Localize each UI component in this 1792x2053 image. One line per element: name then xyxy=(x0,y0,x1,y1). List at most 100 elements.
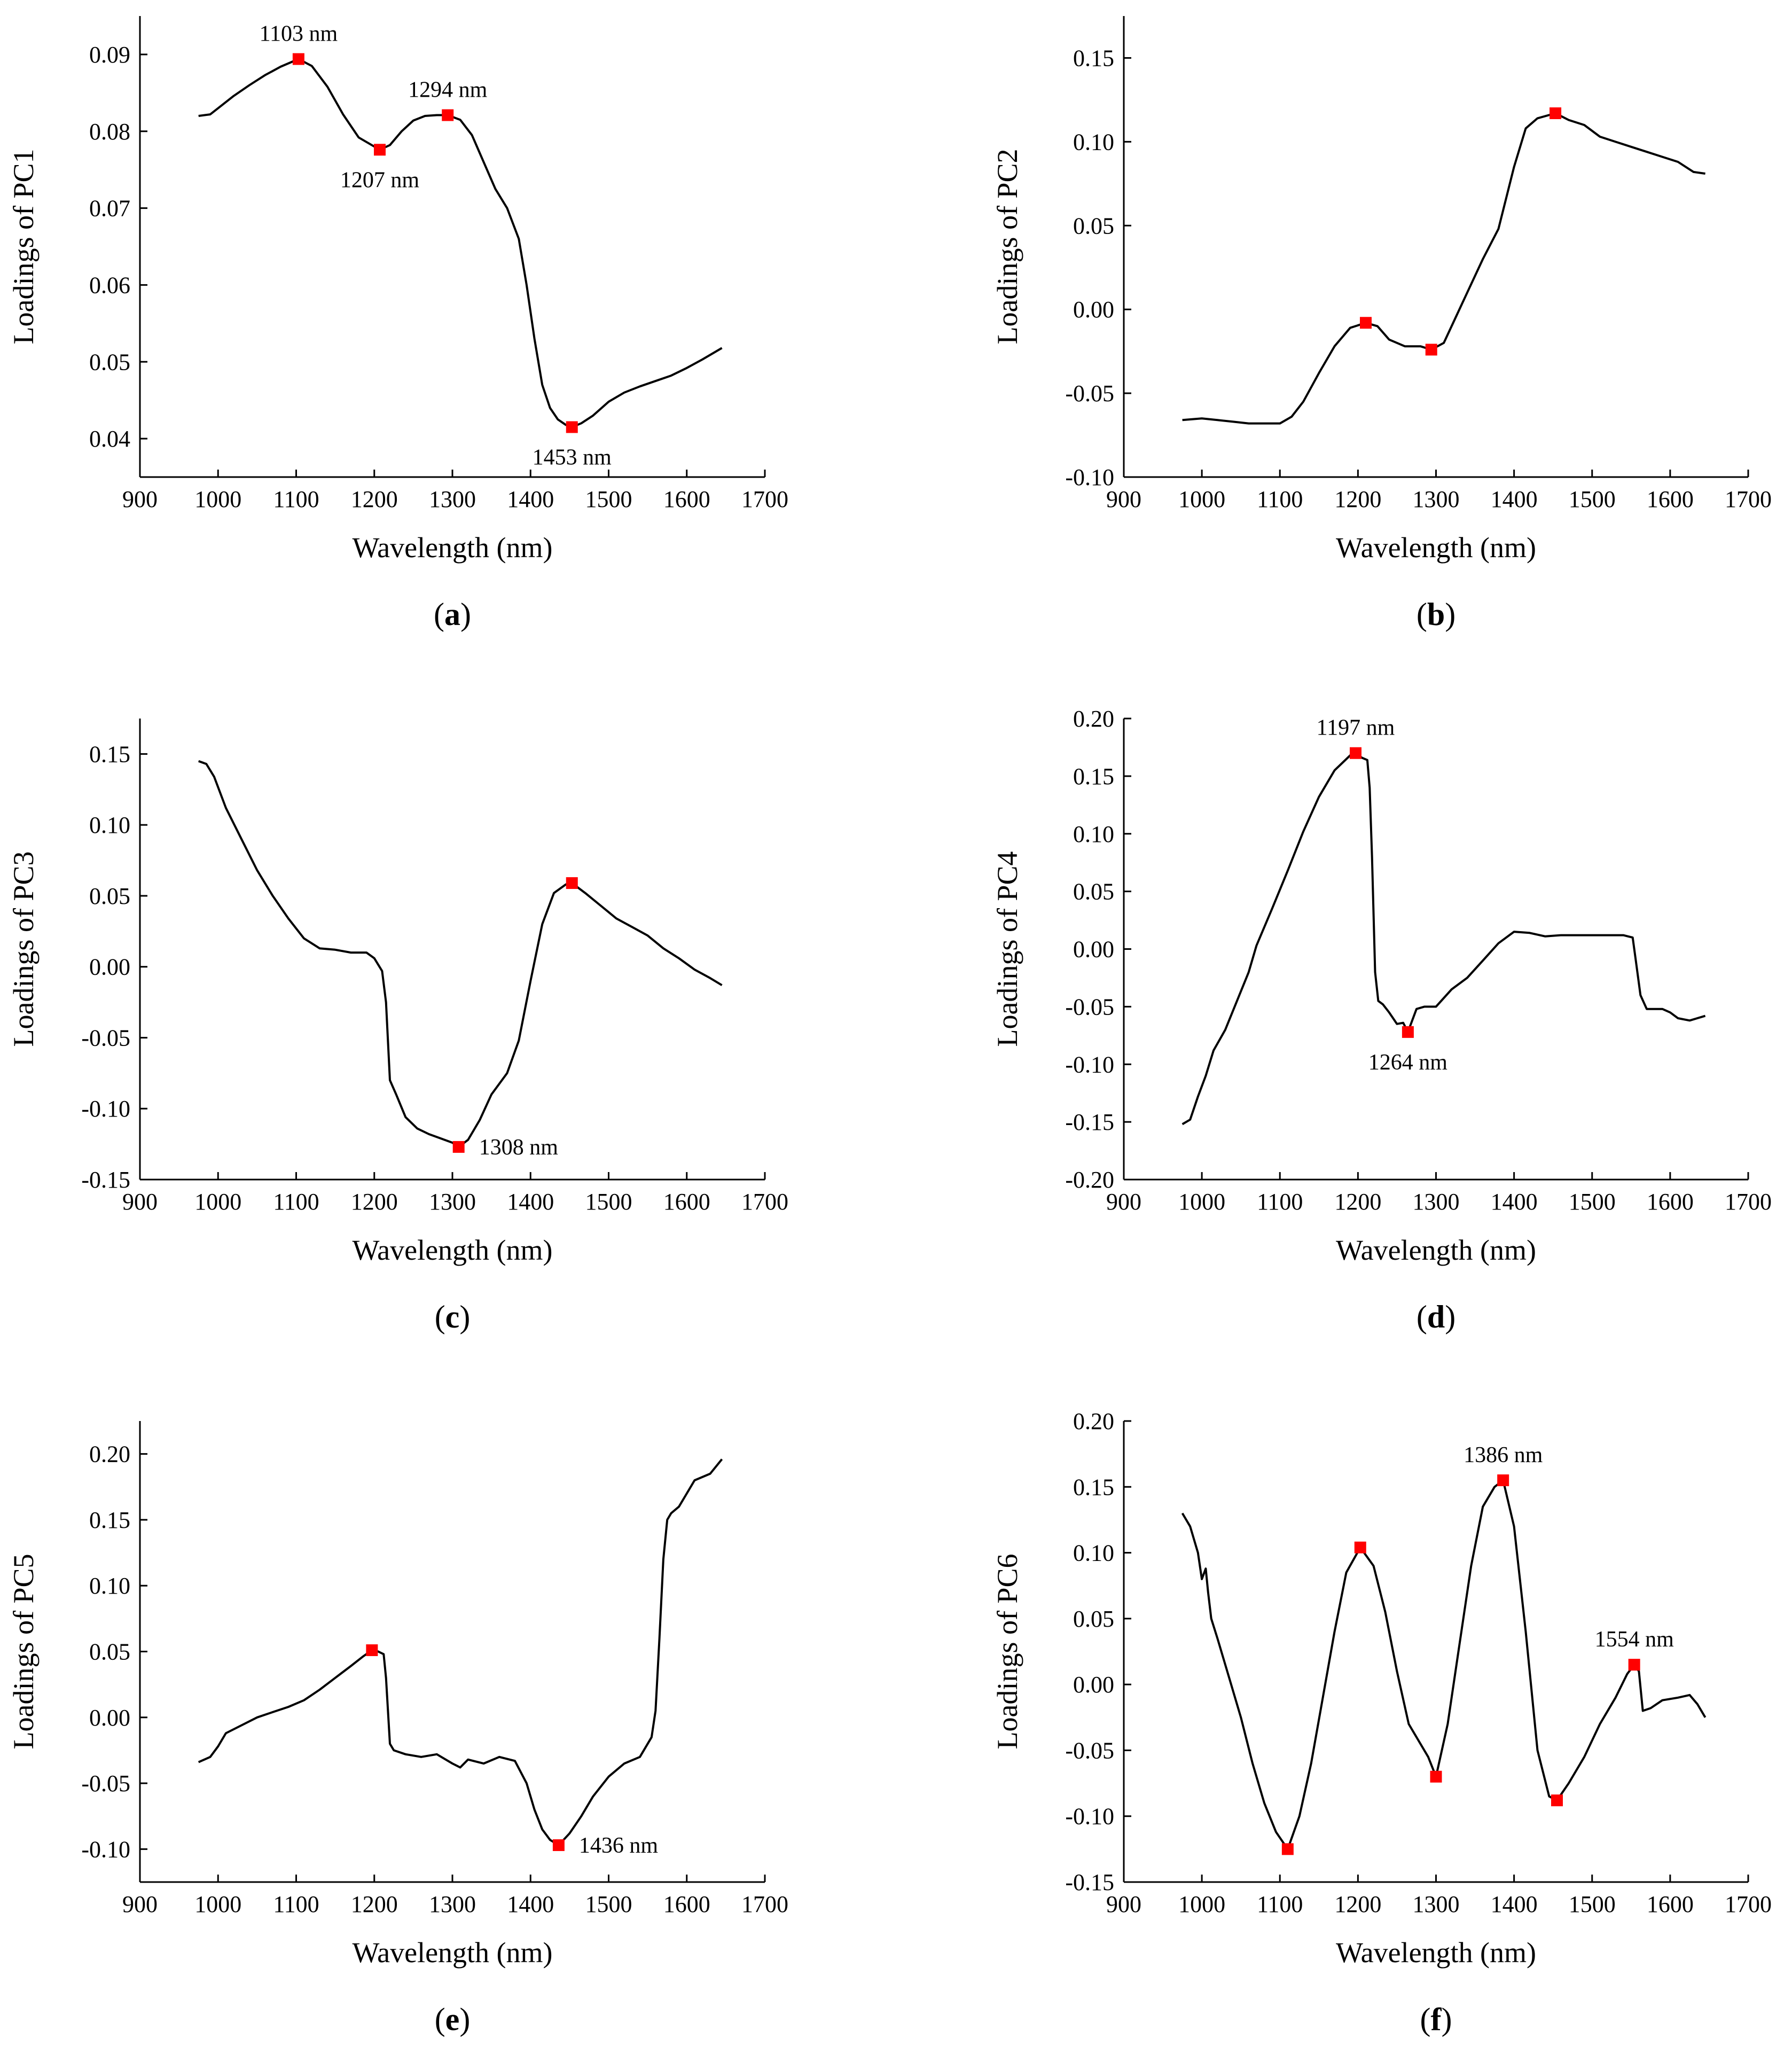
x-tick-label: 1700 xyxy=(741,1189,788,1215)
series-line-pc5 xyxy=(198,1458,723,1846)
x-axis-title: Wavelength (nm) xyxy=(352,532,552,564)
y-tick-label: -0.15 xyxy=(1065,1869,1114,1895)
x-tick-label: 1500 xyxy=(585,486,632,512)
y-tick-label: 0.20 xyxy=(89,1441,130,1467)
panel-label: (b) xyxy=(1417,597,1455,632)
x-tick-label: 1000 xyxy=(1178,1189,1225,1215)
y-tick-label: 0.07 xyxy=(89,196,130,222)
y-tick-label: -0.05 xyxy=(1065,380,1114,407)
peak-marker xyxy=(373,144,386,156)
peak-marker xyxy=(442,109,454,121)
y-axis-title: Loadings of PC2 xyxy=(991,149,1023,344)
panel-label: (c) xyxy=(435,1299,471,1334)
peak-marker xyxy=(1359,317,1372,329)
y-tick-label: 0.00 xyxy=(89,1705,130,1731)
x-tick-label: 1400 xyxy=(507,1189,554,1215)
peak-marker xyxy=(452,1141,465,1153)
y-tick-label: -0.15 xyxy=(1065,1109,1114,1135)
x-tick-label: 1600 xyxy=(663,1189,710,1215)
peak-annotation: 1197 nm xyxy=(1317,716,1395,740)
y-tick-label: 0.05 xyxy=(89,883,130,909)
y-tick-label: -0.15 xyxy=(81,1167,130,1193)
y-tick-label: 0.10 xyxy=(1073,821,1114,847)
x-tick-label: 1500 xyxy=(585,1189,632,1215)
y-tick-label: 0.10 xyxy=(1073,1540,1114,1566)
x-tick-label: 1500 xyxy=(1569,1891,1616,1917)
x-tick-label: 1100 xyxy=(273,1189,319,1215)
y-axis-title: Loadings of PC6 xyxy=(991,1554,1023,1749)
series-line-pc1 xyxy=(198,58,723,428)
x-axis-title: Wavelength (nm) xyxy=(1336,1937,1536,1969)
y-tick-label: -0.10 xyxy=(1065,464,1114,490)
x-tick-label: 1400 xyxy=(1491,486,1538,512)
y-tick-label: 0.04 xyxy=(89,426,130,452)
series-line-pc6 xyxy=(1181,1479,1707,1851)
x-tick-label: 1300 xyxy=(429,1189,476,1215)
chart-panel-e: 900 1000 1100 1200 1300 1400 1500 1600 1700 -0.10… xyxy=(7,1421,788,2037)
y-tick-label: -0.20 xyxy=(1065,1167,1114,1193)
y-tick-label: 0.06 xyxy=(89,272,130,298)
y-tick-label: -0.10 xyxy=(81,1096,130,1122)
y-tick-label: 0.20 xyxy=(1073,1408,1114,1434)
peak-marker xyxy=(1349,747,1361,759)
y-tick-label: 0.15 xyxy=(1073,763,1114,790)
panel-letter: e xyxy=(445,2002,460,2037)
x-tick-label: 1000 xyxy=(194,1189,241,1215)
peak-annotation: 1264 nm xyxy=(1368,1050,1448,1075)
x-tick-label: 1400 xyxy=(1491,1891,1538,1917)
panel-letter: b xyxy=(1427,597,1445,632)
y-tick-label: 0.15 xyxy=(89,1507,130,1533)
peak-marker xyxy=(1628,1659,1640,1671)
x-tick-label: 1600 xyxy=(1647,1189,1694,1215)
x-tick-label: 1400 xyxy=(507,486,554,512)
x-tick-label: 1200 xyxy=(351,1891,398,1917)
x-tick-label: 1100 xyxy=(273,1891,319,1917)
x-tick-label: 1300 xyxy=(429,486,476,512)
x-tick-label: 1300 xyxy=(1413,1891,1460,1917)
x-tick-label: 900 xyxy=(122,486,158,512)
y-tick-label: -0.10 xyxy=(1065,1051,1114,1078)
y-tick-label: 0.15 xyxy=(89,741,130,767)
y-axis-title: Loadings of PC3 xyxy=(7,851,40,1047)
y-tick-label: 0.15 xyxy=(1073,45,1114,71)
peak-annotation: 1453 nm xyxy=(533,446,612,470)
x-tick-label: 1300 xyxy=(1413,486,1460,512)
y-tick-label: 0.10 xyxy=(1073,129,1114,155)
x-tick-label: 1200 xyxy=(351,1189,398,1215)
x-tick-label: 1000 xyxy=(1178,1891,1225,1917)
y-tick-label: -0.05 xyxy=(1065,1737,1114,1763)
chart-panel-c: 900 1000 1100 1200 1300 1400 1500 1600 1700 -0.15… xyxy=(7,719,788,1334)
y-tick-label: 0.00 xyxy=(1073,936,1114,963)
peak-marker xyxy=(1550,107,1562,120)
panel-label: (e) xyxy=(435,2002,471,2037)
peak-marker xyxy=(1281,1843,1294,1855)
series-line-pc2 xyxy=(1182,112,1705,425)
peak-marker xyxy=(566,421,578,433)
peak-marker xyxy=(1551,1794,1563,1807)
x-tick-label: 1700 xyxy=(741,1891,788,1917)
x-tick-label: 1500 xyxy=(1569,486,1616,512)
y-tick-label: 0.00 xyxy=(1073,296,1114,323)
y-axis-title: Loadings of PC1 xyxy=(7,149,40,344)
y-tick-label: 0.00 xyxy=(89,954,130,980)
peak-annotation: 1294 nm xyxy=(408,78,488,103)
y-tick-label: 0.08 xyxy=(89,119,130,145)
x-tick-label: 1600 xyxy=(663,486,710,512)
peak-marker xyxy=(292,53,304,65)
peak-marker xyxy=(1402,1026,1414,1038)
y-tick-label: -0.05 xyxy=(1065,994,1114,1020)
x-tick-label: 900 xyxy=(122,1189,158,1215)
x-tick-label: 1100 xyxy=(273,486,319,512)
chart-panel-d: 900 1000 1100 1200 1300 1400 1500 1600 1700 -0.20… xyxy=(991,706,1772,1334)
x-tick-label: 1100 xyxy=(1257,1189,1303,1215)
x-tick-label: 1000 xyxy=(194,1891,241,1917)
x-tick-label: 1200 xyxy=(1334,486,1381,512)
y-tick-label: 0.10 xyxy=(89,1573,130,1599)
chart-panel-a: 900 1000 1100 1200 1300 1400 1500 1600 1700 0.04 0… xyxy=(7,16,788,632)
series-line-pc3 xyxy=(198,760,723,1148)
x-axis-title: Wavelength (nm) xyxy=(1336,1234,1536,1266)
x-tick-label: 1300 xyxy=(1413,1189,1460,1215)
x-tick-label: 1700 xyxy=(1725,486,1772,512)
peak-marker xyxy=(1354,1541,1366,1554)
